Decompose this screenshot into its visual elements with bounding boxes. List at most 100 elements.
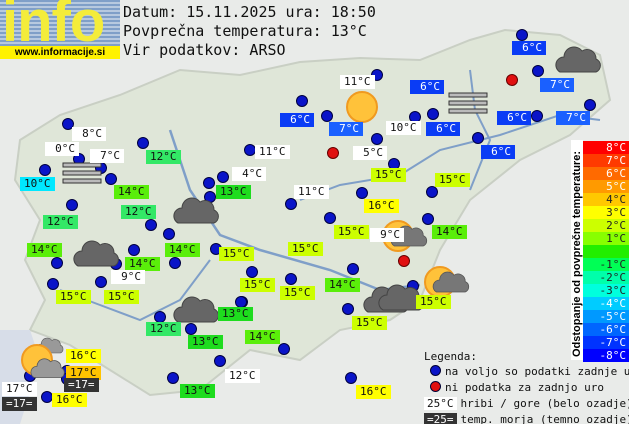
station-dot[interactable] xyxy=(214,355,226,367)
logo[interactable]: info xyxy=(0,0,120,46)
legend-ok: na voljo so podatki zadnje ure xyxy=(430,365,629,378)
temperature-label: 0°C xyxy=(45,142,79,156)
scale-step: 3°C xyxy=(583,206,629,219)
station-dot[interactable] xyxy=(531,110,543,122)
scale-step: 2°C xyxy=(583,219,629,232)
legend-ok-text: na voljo so podatki zadnje ure xyxy=(445,365,629,378)
scale-step: 5°C xyxy=(583,180,629,193)
temperature-label: 15°C xyxy=(435,173,470,187)
scale-step: -1°C xyxy=(583,258,629,271)
scale-step: -2°C xyxy=(583,271,629,284)
temperature-label: 6°C xyxy=(426,122,460,136)
station-dot[interactable] xyxy=(427,108,439,120)
station-dot[interactable] xyxy=(47,278,59,290)
station-dot-missing[interactable] xyxy=(398,255,410,267)
temperature-label: 12°C xyxy=(146,322,181,336)
station-dot[interactable] xyxy=(62,118,74,130)
station-dot[interactable] xyxy=(532,65,544,77)
scale-step: -3°C xyxy=(583,284,629,297)
average-temperature: Povprečna temperatura: 13°C xyxy=(123,22,367,40)
station-dot[interactable] xyxy=(128,244,140,256)
station-dot[interactable] xyxy=(185,323,197,335)
temperature-label: 7°C xyxy=(540,78,574,92)
temperature-label: 6°C xyxy=(497,111,531,125)
scale-step: 7°C xyxy=(583,154,629,167)
station-dot[interactable] xyxy=(278,343,290,355)
station-dot[interactable] xyxy=(51,257,63,269)
scale-step: -8°C xyxy=(583,349,629,362)
temperature-label: 9°C xyxy=(111,270,145,284)
station-dot[interactable] xyxy=(516,29,528,41)
temperature-label: 14°C xyxy=(27,243,62,257)
station-dot[interactable] xyxy=(66,199,78,211)
mountain-sample: 25°C xyxy=(424,397,457,410)
deviation-scale: 8°C 7°C 6°C 5°C 4°C 3°C 2°C 1°C -1°C -2°C -3°C -4°C… xyxy=(583,141,629,362)
temperature-label: 11°C xyxy=(294,185,329,199)
scale-title: Odstopanje od povprečne temperature: xyxy=(571,140,583,360)
station-dot[interactable] xyxy=(347,263,359,275)
station-dot[interactable] xyxy=(217,171,229,183)
station-dot[interactable] xyxy=(137,137,149,149)
temperature-label: 15°C xyxy=(56,290,91,304)
station-dot-missing[interactable] xyxy=(506,74,518,86)
temperature-label: 15°C xyxy=(280,286,315,300)
date-time: Datum: 15.11.2025 ura: 18:50 xyxy=(123,3,376,21)
temperature-label: 16°C xyxy=(52,393,87,407)
station-dot[interactable] xyxy=(422,213,434,225)
station-dot[interactable] xyxy=(584,99,596,111)
temperature-label: 14°C xyxy=(114,185,149,199)
temperature-label: 15°C xyxy=(104,290,139,304)
station-dot[interactable] xyxy=(324,212,336,224)
temperature-label: 15°C xyxy=(288,242,323,256)
station-dot[interactable] xyxy=(246,266,258,278)
station-dot[interactable] xyxy=(39,164,51,176)
scale-step: 6°C xyxy=(583,167,629,180)
temperature-label: 15°C xyxy=(371,168,406,182)
scale-step: 4°C xyxy=(583,193,629,206)
temperature-label: 12°C xyxy=(43,215,78,229)
station-dot[interactable] xyxy=(342,303,354,315)
temperature-label: 15°C xyxy=(240,278,275,292)
fog-icon xyxy=(62,162,102,188)
station-dot[interactable] xyxy=(426,186,438,198)
temperature-label: 16°C xyxy=(66,349,101,363)
temperature-label: 13°C xyxy=(218,307,253,321)
station-dot[interactable] xyxy=(169,257,181,269)
station-dot[interactable] xyxy=(356,187,368,199)
temperature-label: 14°C xyxy=(432,225,467,239)
scale-step: 1°C xyxy=(583,232,629,245)
temperature-label: 11°C xyxy=(255,145,290,159)
station-dot[interactable] xyxy=(163,228,175,240)
temperature-label: 6°C xyxy=(280,113,314,127)
temperature-label: 10°C xyxy=(20,177,55,191)
temperature-label: 11°C xyxy=(340,75,375,89)
cloud-icon xyxy=(552,42,602,78)
temperature-label: 13°C xyxy=(180,384,215,398)
station-dot[interactable] xyxy=(145,219,157,231)
station-dot[interactable] xyxy=(95,276,107,288)
station-dot[interactable] xyxy=(371,133,383,145)
logo-text: info xyxy=(2,0,105,46)
temperature-label: 14°C xyxy=(165,243,200,257)
station-dot[interactable] xyxy=(167,372,179,384)
station-dot[interactable] xyxy=(285,273,297,285)
station-dot[interactable] xyxy=(296,95,308,107)
station-dot[interactable] xyxy=(285,198,297,210)
temperature-label: 14°C xyxy=(125,257,160,271)
station-dot[interactable] xyxy=(105,173,117,185)
station-dot[interactable] xyxy=(321,110,333,122)
station-dot[interactable] xyxy=(203,177,215,189)
temperature-label: 17°C xyxy=(2,382,37,396)
temperature-label: 13°C xyxy=(188,335,223,349)
scale-step xyxy=(583,245,629,258)
temperature-label: 6°C xyxy=(410,80,444,94)
station-dot-missing[interactable] xyxy=(327,147,339,159)
station-dot[interactable] xyxy=(345,372,357,384)
temperature-label: 16°C xyxy=(364,199,399,213)
cloud-icon xyxy=(170,292,220,328)
legend-mountain-text: hribi / gore (belo ozadje) xyxy=(460,397,629,410)
temperature-label: 7°C xyxy=(329,122,363,136)
station-dot[interactable] xyxy=(472,132,484,144)
site-url-link[interactable]: www.informacije.si xyxy=(0,46,120,59)
temperature-label: 16°C xyxy=(356,385,391,399)
